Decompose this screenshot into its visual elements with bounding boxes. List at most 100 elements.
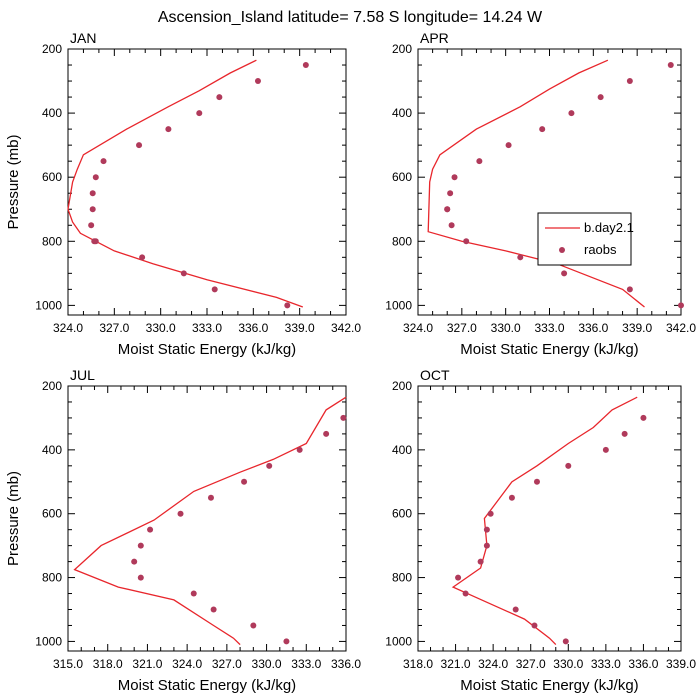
obs-point	[517, 254, 524, 261]
obs-point	[463, 238, 470, 245]
x-tick-label: 327.0	[212, 657, 242, 671]
x-tick-label: 318.0	[403, 657, 433, 671]
x-tick-label: 336.0	[238, 321, 268, 335]
obs-point	[568, 110, 575, 117]
x-axis-title: Moist Static Energy (kJ/kg)	[460, 677, 638, 694]
obs-point	[196, 110, 203, 117]
y-tick-label: 800	[392, 571, 412, 585]
x-tick-label: 327.0	[516, 657, 546, 671]
obs-point	[139, 254, 146, 261]
x-tick-label: 318.0	[93, 657, 123, 671]
y-tick-label: 1000	[385, 298, 412, 312]
obs-point	[89, 206, 96, 213]
y-tick-label: 200	[42, 42, 62, 56]
obs-point	[640, 414, 647, 421]
obs-point	[136, 142, 143, 149]
obs-point	[296, 446, 303, 453]
x-tick-label: 327.0	[99, 321, 129, 335]
y-tick-label: 600	[42, 507, 62, 521]
y-tick-label: 1000	[35, 298, 62, 312]
plot-frame	[417, 385, 682, 652]
x-tick-label: 324.0	[478, 657, 508, 671]
chart-panel-jul: JUL 315.0 318.0 321.0 324.0 327.0 330.0 333.0 33…	[5, 367, 361, 694]
obs-point	[448, 222, 455, 229]
x-tick-label: 327.0	[447, 321, 477, 335]
obs-point	[626, 286, 633, 293]
y-tick-label: 400	[42, 106, 62, 120]
model-line-b.day2.1	[427, 59, 645, 308]
x-tick-label: 339.0	[666, 657, 696, 671]
obs-point	[483, 542, 490, 549]
x-tick-label: 342.0	[666, 321, 696, 335]
obs-point	[254, 78, 261, 85]
plot-frame	[67, 48, 347, 316]
x-tick-label: 336.0	[331, 657, 361, 671]
obs-point	[597, 94, 604, 101]
obs-point	[165, 126, 172, 133]
obs-point	[283, 638, 290, 645]
x-axis-title: Moist Static Energy (kJ/kg)	[460, 341, 638, 358]
obs-point	[565, 462, 572, 469]
y-tick-label: 400	[392, 106, 412, 120]
panel-title: JUL	[70, 367, 95, 383]
obs-point	[508, 494, 515, 501]
panel-title: JAN	[70, 30, 96, 46]
y-tick-label: 200	[392, 379, 412, 393]
y-tick-label: 600	[392, 507, 412, 521]
x-tick-label: 339.0	[622, 321, 652, 335]
x-tick-label: 324.0	[403, 321, 433, 335]
chart-panel-jan: JAN 324.0 327.0 330.0 333.0 336.0 339.0 342.0 20…	[5, 30, 361, 358]
x-tick-label: 321.0	[132, 657, 162, 671]
y-tick-label: 400	[392, 443, 412, 457]
obs-point	[476, 158, 483, 165]
panel-title: OCT	[420, 367, 450, 383]
obs-point	[602, 446, 609, 453]
obs-point	[505, 142, 512, 149]
x-tick-label: 333.0	[591, 657, 621, 671]
x-tick-label: 333.0	[291, 657, 321, 671]
legend-marker-swatch	[559, 247, 565, 253]
x-tick-label: 324.0	[172, 657, 202, 671]
legend-box	[537, 212, 632, 266]
model-line-b.day2.1	[451, 396, 638, 646]
obs-point	[210, 606, 217, 613]
obs-point	[561, 270, 568, 277]
obs-point	[302, 62, 309, 69]
obs-point	[92, 174, 99, 181]
obs-point	[266, 462, 273, 469]
y-tick-label: 600	[42, 170, 62, 184]
obs-point	[190, 590, 197, 597]
x-tick-label: 339.0	[285, 321, 315, 335]
obs-point	[241, 478, 248, 485]
y-tick-label: 1000	[385, 634, 412, 648]
y-tick-label: 800	[42, 571, 62, 585]
x-axis-title: Moist Static Energy (kJ/kg)	[118, 677, 296, 694]
obs-point	[487, 510, 494, 517]
obs-point	[137, 542, 144, 549]
x-tick-label: 330.0	[252, 657, 282, 671]
obs-point	[477, 558, 484, 565]
model-line-b.day2.1	[73, 396, 347, 646]
x-tick-label: 330.0	[146, 321, 176, 335]
obs-point	[512, 606, 519, 613]
obs-point	[92, 238, 99, 245]
x-tick-label: 336.0	[628, 657, 658, 671]
obs-point	[284, 302, 291, 309]
y-tick-label: 200	[42, 379, 62, 393]
y-tick-label: 200	[392, 42, 412, 56]
obs-point	[531, 622, 538, 629]
obs-point	[626, 78, 633, 85]
chart-panels: JAN 324.0 327.0 330.0 333.0 336.0 339.0 342.0 20…	[5, 30, 696, 694]
y-tick-label: 800	[42, 234, 62, 248]
obs-point	[211, 286, 218, 293]
obs-point	[667, 62, 674, 69]
x-axis-title: Moist Static Energy (kJ/kg)	[118, 341, 296, 358]
y-tick-label: 1000	[35, 634, 62, 648]
obs-point	[323, 430, 330, 437]
figure-title: Ascension_Island latitude= 7.58 S longit…	[158, 9, 543, 26]
obs-point	[340, 414, 347, 421]
x-tick-label: 330.0	[491, 321, 521, 335]
x-tick-label: 324.0	[53, 321, 83, 335]
obs-point	[451, 174, 458, 181]
